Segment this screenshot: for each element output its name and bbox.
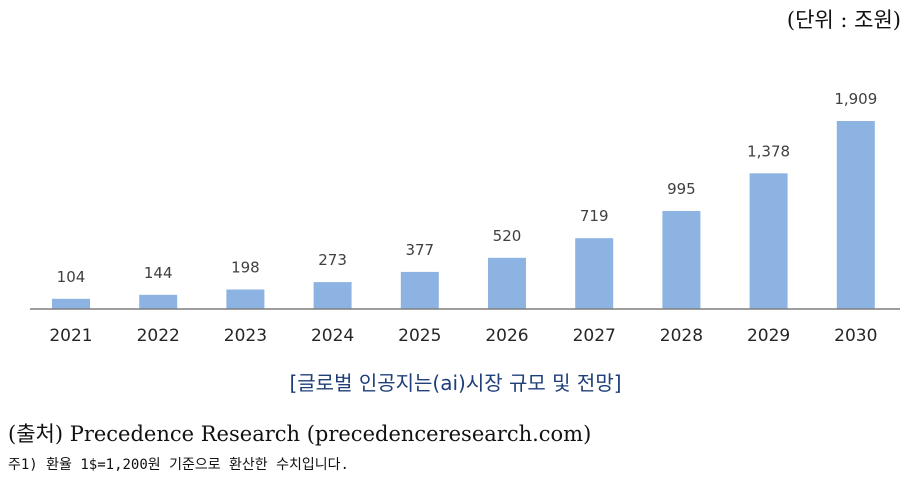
tick-label-2026: 2026 [485,326,528,346]
unit-note: (단위 : 조원) [786,8,901,32]
bar-2025 [400,271,439,309]
bars-layer [52,121,875,309]
bar-2027 [575,238,614,309]
bar-2022 [139,294,178,309]
value-label-2030: 1,909 [834,90,877,108]
value-label-2022: 144 [144,264,173,282]
footnote: 주1) 환율 1$=1,200원 기준으로 환산한 수치입니다. [8,457,349,473]
bar-2023 [226,289,265,309]
value-label-2029: 1,378 [747,142,790,160]
bar-2026 [488,257,526,309]
value-label-2027: 719 [580,207,609,225]
tick-label-2023: 2023 [224,326,267,346]
source-line: (출처) Precedence Research (precedencerese… [8,422,592,446]
tick-label-2030: 2030 [834,326,877,346]
bar-2021 [52,298,90,309]
chart-caption: [글로벌 인공지는(ai)시장 규모 및 전망] [289,371,622,395]
tick-label-2025: 2025 [398,326,441,346]
value-labels-layer: 104 144 198 273 377 520 719 995 1,378 1,909 [57,90,878,286]
tick-label-2029: 2029 [747,326,790,346]
value-label-2026: 520 [493,227,522,245]
bar-2024 [313,282,352,309]
bar-2030 [836,121,875,309]
tick-label-2021: 2021 [49,326,92,346]
value-label-2025: 377 [405,241,434,259]
tick-labels-layer: 2021 2022 2023 2024 2025 2026 2027 2028 2029 2030 [49,326,877,346]
tick-label-2024: 2024 [311,326,354,346]
value-label-2021: 104 [57,268,86,286]
value-label-2023: 198 [231,259,260,277]
bar-2029 [749,173,788,309]
tick-label-2022: 2022 [137,326,180,346]
value-label-2028: 995 [667,180,696,198]
tick-label-2027: 2027 [573,326,616,346]
bar-2028 [662,211,701,309]
tick-label-2028: 2028 [660,326,703,346]
value-label-2024: 273 [318,251,347,269]
